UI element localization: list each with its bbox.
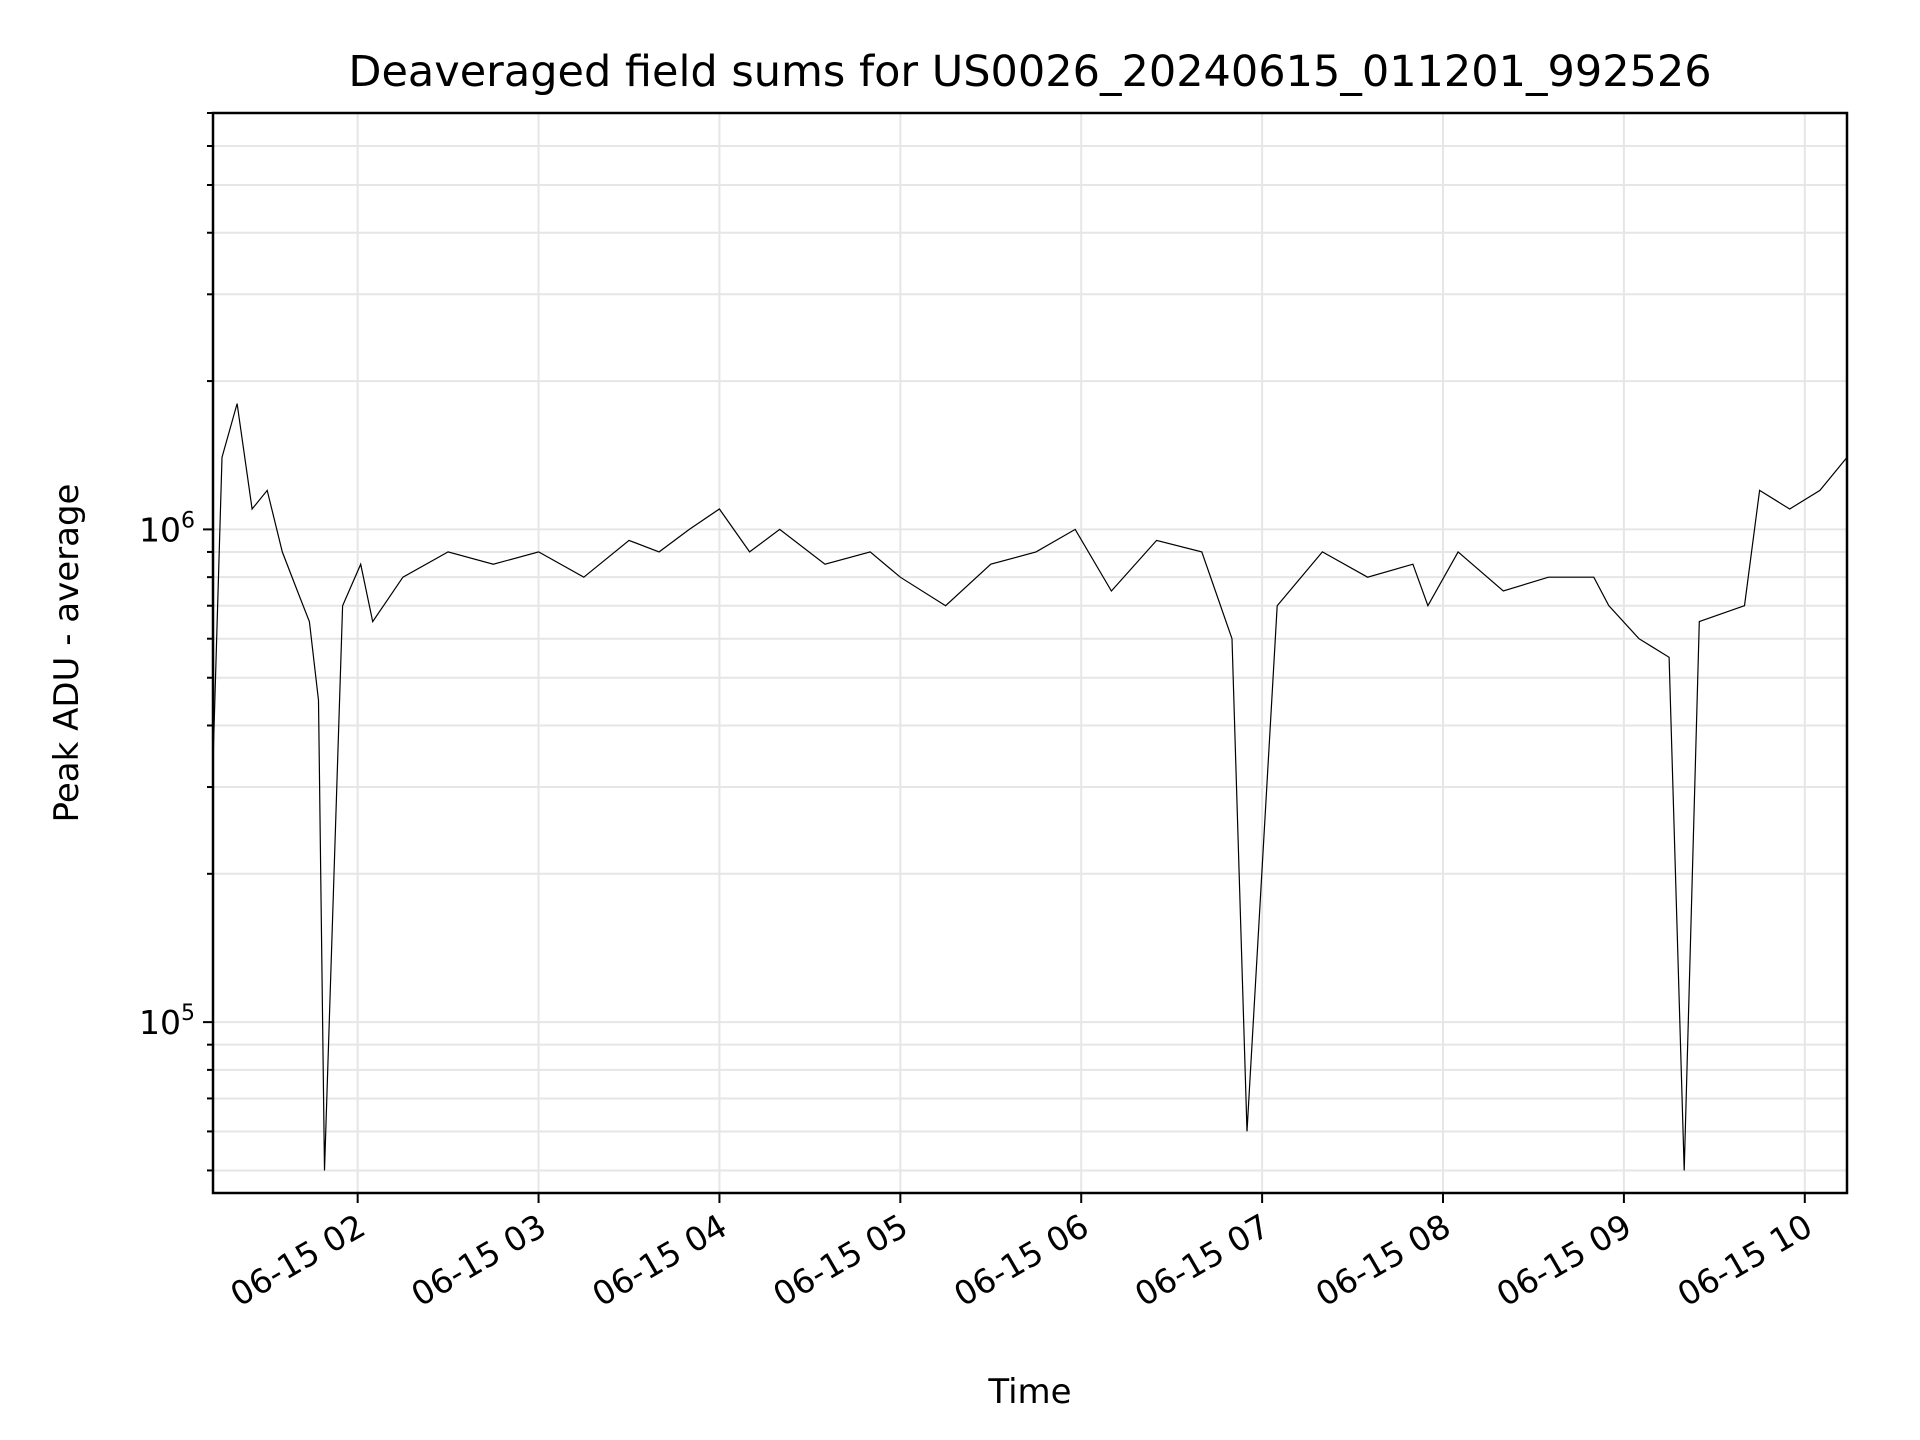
series-line xyxy=(212,403,1848,1171)
grid xyxy=(213,112,1847,1193)
series-group xyxy=(212,403,1848,1171)
y-tick-label: 105 xyxy=(139,1001,195,1042)
plot-frame xyxy=(211,111,1849,1195)
y-axis-label: Peak ADU - average xyxy=(47,484,87,823)
chart-title: Deaveraged field sums for US0026_2024061… xyxy=(348,47,1711,97)
y-tick-label: 106 xyxy=(139,508,195,549)
x-axis-label: Time xyxy=(987,1372,1071,1412)
